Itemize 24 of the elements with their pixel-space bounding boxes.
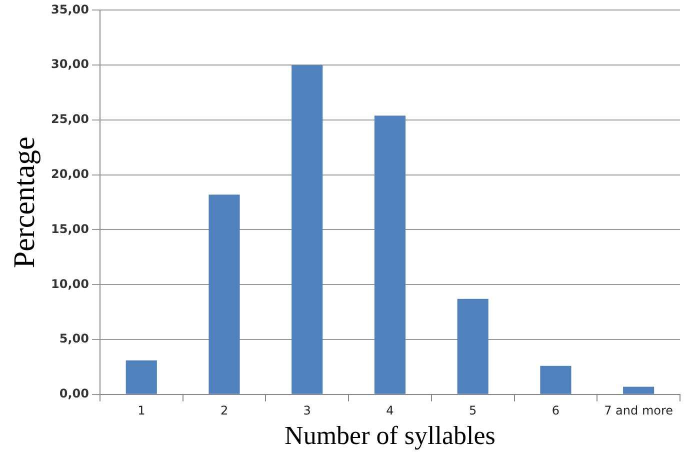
y-tick-label: 10,00 bbox=[50, 276, 89, 291]
x-tick-label: 5 bbox=[469, 404, 477, 418]
bar bbox=[623, 386, 654, 394]
x-tick-label: 2 bbox=[220, 404, 228, 418]
x-tick-label: 6 bbox=[552, 404, 560, 418]
y-tick-label: 5,00 bbox=[59, 332, 89, 346]
y-tick-label: 20,00 bbox=[50, 166, 89, 181]
bar bbox=[292, 65, 323, 394]
x-tick-label: 1 bbox=[138, 404, 146, 418]
bar bbox=[208, 194, 240, 394]
y-tick-label: 30,00 bbox=[50, 57, 89, 72]
x-tick-label: 3 bbox=[303, 404, 311, 418]
x-axis-title: Number of syllables bbox=[284, 421, 496, 450]
y-tick-label: 25,00 bbox=[50, 112, 89, 126]
x-tick-label: 4 bbox=[386, 404, 394, 418]
y-tick-label: 35,00 bbox=[50, 2, 89, 16]
x-tick-label: 7 and more bbox=[604, 404, 674, 418]
bar bbox=[540, 366, 572, 394]
bar bbox=[374, 116, 406, 394]
y-tick-label: 15,00 bbox=[50, 222, 89, 236]
y-axis-title: Percentage bbox=[8, 136, 41, 268]
bar bbox=[126, 360, 157, 394]
bar bbox=[457, 298, 488, 394]
y-tick-label: 0,00 bbox=[59, 386, 89, 401]
